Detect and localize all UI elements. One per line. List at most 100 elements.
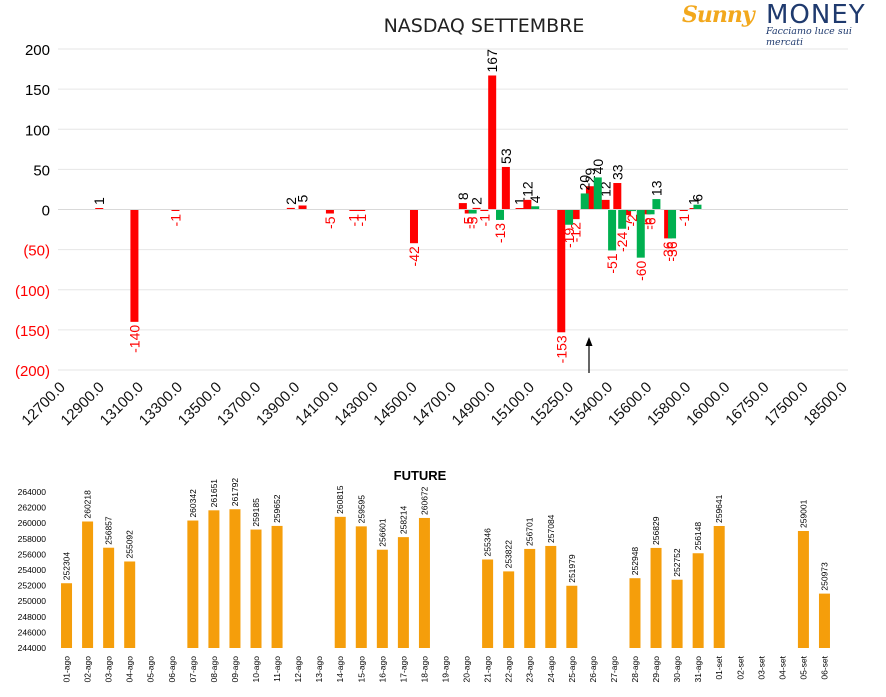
bar <box>557 209 566 333</box>
data-label: -51 <box>604 253 620 273</box>
x-tick-label: 16-ago <box>377 656 387 683</box>
bar <box>376 549 388 648</box>
data-label: 13 <box>648 180 664 196</box>
bar <box>523 199 532 210</box>
bar <box>692 553 704 648</box>
x-tick-label: 02-ago <box>83 656 93 683</box>
bar <box>187 520 199 648</box>
data-label: 260672 <box>419 486 429 515</box>
logo-tagline: Facciamo luce sui mercati <box>766 26 852 48</box>
x-tick-label: 17-ago <box>398 656 408 683</box>
bar <box>679 209 688 211</box>
bar <box>580 193 589 210</box>
x-tick-label: 21-ago <box>483 656 493 683</box>
bar <box>355 526 367 648</box>
bar <box>623 209 632 216</box>
bar <box>652 199 661 210</box>
y-tick-label: (150) <box>15 323 50 340</box>
bar <box>585 186 594 210</box>
data-label: -13 <box>492 223 508 243</box>
y-tick-label: 250000 <box>18 596 47 606</box>
data-label: 259001 <box>798 499 808 528</box>
chart-title: NASDAQ SETTEMBRE <box>384 15 585 37</box>
bar <box>171 209 180 211</box>
x-tick-label: 28-ago <box>630 656 640 683</box>
bar <box>646 209 655 215</box>
data-label: 260218 <box>83 490 93 519</box>
bar <box>458 203 467 210</box>
bar <box>693 204 702 210</box>
x-tick-label: 06-ago <box>167 656 177 683</box>
data-label: 261651 <box>209 479 219 508</box>
x-tick-label: 06-set <box>819 655 829 679</box>
x-tick-label: 23-ago <box>525 656 535 683</box>
bar <box>601 199 610 210</box>
bar <box>271 525 283 648</box>
data-label: 2 <box>283 197 299 205</box>
bar <box>713 526 725 648</box>
bar <box>480 209 489 211</box>
y-tick-label: 262000 <box>18 503 47 513</box>
bar <box>208 510 220 648</box>
annotation-arrow-head <box>585 337 593 346</box>
data-label: 8 <box>455 192 471 200</box>
bar <box>409 209 418 244</box>
data-label: -6 <box>643 217 659 230</box>
data-label: 252304 <box>62 552 72 581</box>
y-tick-label: 0 <box>42 203 50 220</box>
bar <box>124 561 136 648</box>
data-label: 1 <box>686 197 702 205</box>
x-tick-label: 29-ago <box>651 656 661 683</box>
data-label: -1 <box>345 214 361 227</box>
bar <box>515 208 524 210</box>
y-tick-label: 150 <box>25 82 50 99</box>
options-chart: NASDAQ SETTEMBRE 200 150 100 50 0 (50) (100) (15… <box>15 15 851 429</box>
x-tick-label: 15-ago <box>356 656 366 683</box>
y-tick-label: 264000 <box>18 487 47 497</box>
x-tick-label: 07-ago <box>188 656 198 683</box>
x-tick-label: 04-ago <box>125 656 135 683</box>
x-tick-label: 05-ago <box>146 656 156 683</box>
bar <box>650 547 662 648</box>
y-tick-label: 252000 <box>18 581 47 591</box>
data-label: -1 <box>167 214 183 227</box>
data-label: -36 <box>660 241 676 261</box>
bar <box>571 209 580 220</box>
data-label: 1 <box>512 197 528 205</box>
bar <box>671 579 683 648</box>
bar <box>593 177 602 210</box>
bar <box>130 209 139 322</box>
x-tick-label: 08-ago <box>209 656 219 683</box>
data-label: -153 <box>553 335 569 363</box>
bar <box>472 207 481 210</box>
data-label: 5 <box>295 194 311 202</box>
bar <box>103 547 115 648</box>
x-tick-label: 22-ago <box>504 656 514 683</box>
x-tick-label: 18500.0 <box>800 379 850 429</box>
data-label: 260342 <box>188 489 198 518</box>
y-tick-label: 50 <box>33 162 50 179</box>
y-tick-label: 200 <box>25 42 50 59</box>
data-label: -60 <box>633 260 649 280</box>
data-label: -42 <box>406 246 422 266</box>
data-label: -24 <box>614 232 630 252</box>
future-chart-title: FUTURE <box>394 468 447 483</box>
bar <box>61 583 73 648</box>
bar <box>566 585 578 648</box>
bar <box>627 209 636 212</box>
data-label: 33 <box>609 164 625 180</box>
bar <box>618 209 627 229</box>
data-label: 259595 <box>356 495 366 524</box>
bar <box>334 516 346 648</box>
data-label: 255346 <box>483 528 493 557</box>
data-label: 256829 <box>651 516 661 545</box>
x-tick-label: 20-ago <box>462 656 472 683</box>
data-label: 252752 <box>672 548 682 577</box>
data-label: 257084 <box>546 514 556 543</box>
x-tick-label: 14-ago <box>335 656 345 683</box>
data-label: 256701 <box>525 517 535 546</box>
x-tick-label: 09-ago <box>230 656 240 683</box>
bar <box>545 545 557 648</box>
bar <box>629 578 641 648</box>
bar <box>613 183 622 210</box>
